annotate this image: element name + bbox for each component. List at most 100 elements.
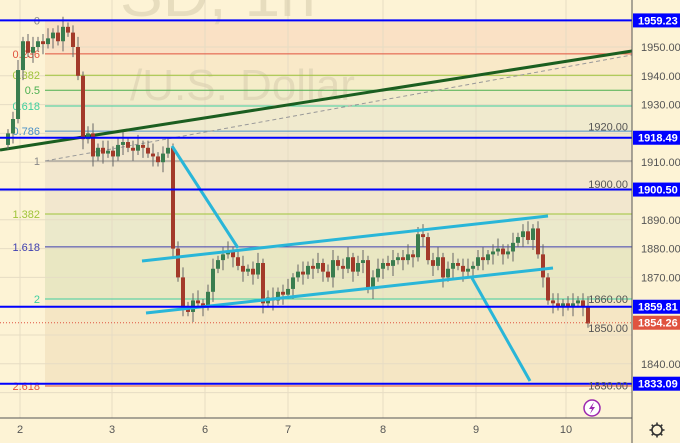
candle-body <box>581 300 585 307</box>
watermark-symbol: SD, 1h <box>120 0 316 30</box>
candle-body <box>116 144 120 157</box>
y-tick-label: 1940.00 <box>641 71 680 83</box>
price-label-bg <box>633 182 680 197</box>
y-tick-label: 1950.00 <box>641 42 680 54</box>
candle-body <box>81 75 85 140</box>
y-tick-label: 1870.00 <box>641 272 680 284</box>
candle-body <box>471 265 475 269</box>
candle-body <box>131 147 135 151</box>
candle-body <box>381 263 385 269</box>
candle-body <box>351 257 355 272</box>
lightning-icon[interactable] <box>589 402 595 414</box>
candle-body <box>6 133 10 145</box>
channel-line[interactable] <box>141 214 549 263</box>
candle-body <box>181 277 185 307</box>
price-label-bg <box>633 376 680 391</box>
candle-body <box>536 228 540 255</box>
channel-line[interactable] <box>145 266 554 315</box>
y-tick-label: 1850.00 <box>588 323 628 335</box>
fib-band <box>45 161 632 215</box>
x-tick-label: 7 <box>285 424 291 436</box>
candle-body <box>46 38 50 45</box>
candle-body <box>136 144 140 151</box>
candle-body <box>391 260 395 266</box>
candle-body <box>501 248 505 255</box>
candle-body <box>426 237 430 261</box>
candle-body <box>156 156 160 163</box>
candle-body <box>11 119 15 134</box>
candle-body <box>51 32 55 39</box>
candle-body <box>486 254 490 261</box>
candle-body <box>221 254 225 261</box>
candle-body <box>586 306 590 324</box>
y-tick-label: 1890.00 <box>641 215 680 227</box>
fib-band <box>45 20 632 54</box>
candle-body <box>286 288 290 295</box>
channel-line[interactable] <box>170 145 240 249</box>
x-tick-label: 6 <box>202 424 208 436</box>
candle-body <box>31 47 35 53</box>
gear-icon[interactable] <box>651 424 655 428</box>
price-label: 1900.50 <box>638 185 678 197</box>
candle-body <box>331 260 335 278</box>
candle-body <box>346 257 350 269</box>
candle-body <box>531 228 535 240</box>
gear-icon[interactable] <box>651 432 655 436</box>
candle-body <box>161 153 165 163</box>
candle-body <box>281 291 285 295</box>
candle-body <box>576 300 580 304</box>
gear-icon[interactable] <box>659 432 663 436</box>
candle-body <box>76 47 80 76</box>
candle-body <box>171 147 175 249</box>
fib-label: 1.382 <box>12 209 40 221</box>
candle-body <box>126 142 130 148</box>
candle-body <box>246 268 250 272</box>
time-axis[interactable] <box>0 418 632 443</box>
candle-body <box>316 263 320 269</box>
fib-label: 0.786 <box>12 126 40 138</box>
candle-body <box>16 70 20 119</box>
candle-body <box>366 260 370 289</box>
candle-body <box>166 147 170 154</box>
candle-body <box>411 254 415 258</box>
candle-body <box>66 26 70 33</box>
candle-body <box>506 251 510 255</box>
candle-body <box>336 260 340 266</box>
candle-body <box>321 263 325 272</box>
price-label: 1833.09 <box>638 379 678 391</box>
candle-body <box>406 254 410 261</box>
price-axis[interactable] <box>632 0 680 443</box>
candle-body <box>111 150 115 157</box>
gear-icon[interactable] <box>659 424 663 428</box>
trendline[interactable] <box>0 49 633 152</box>
candle-body <box>211 268 215 292</box>
candle-body <box>96 147 100 157</box>
candle-body <box>231 251 235 258</box>
fib-band <box>45 53 632 76</box>
candle-body <box>36 41 40 47</box>
candle-body <box>61 26 65 42</box>
candle-body <box>446 268 450 278</box>
candle-body <box>241 265 245 272</box>
candle-body <box>56 32 60 42</box>
x-tick-label: 10 <box>560 424 572 436</box>
fib-band <box>45 75 632 91</box>
candle-body <box>546 277 550 301</box>
candle-body <box>526 231 530 240</box>
candle-body <box>121 142 125 145</box>
price-label-bg <box>633 299 680 314</box>
y-tick-label: 1880.00 <box>641 244 680 256</box>
fib-band <box>45 299 632 386</box>
candle-body <box>311 265 315 269</box>
channel-line[interactable] <box>470 277 532 382</box>
candle-body <box>456 263 460 266</box>
candle-body <box>421 234 425 238</box>
candle-body <box>566 303 570 307</box>
price-label-bg <box>633 130 680 145</box>
candle-body <box>436 257 440 266</box>
candle-body <box>451 263 455 269</box>
candle-body <box>496 248 500 252</box>
candle-body <box>341 265 345 269</box>
y-tick-label: 1900.00 <box>588 179 628 191</box>
